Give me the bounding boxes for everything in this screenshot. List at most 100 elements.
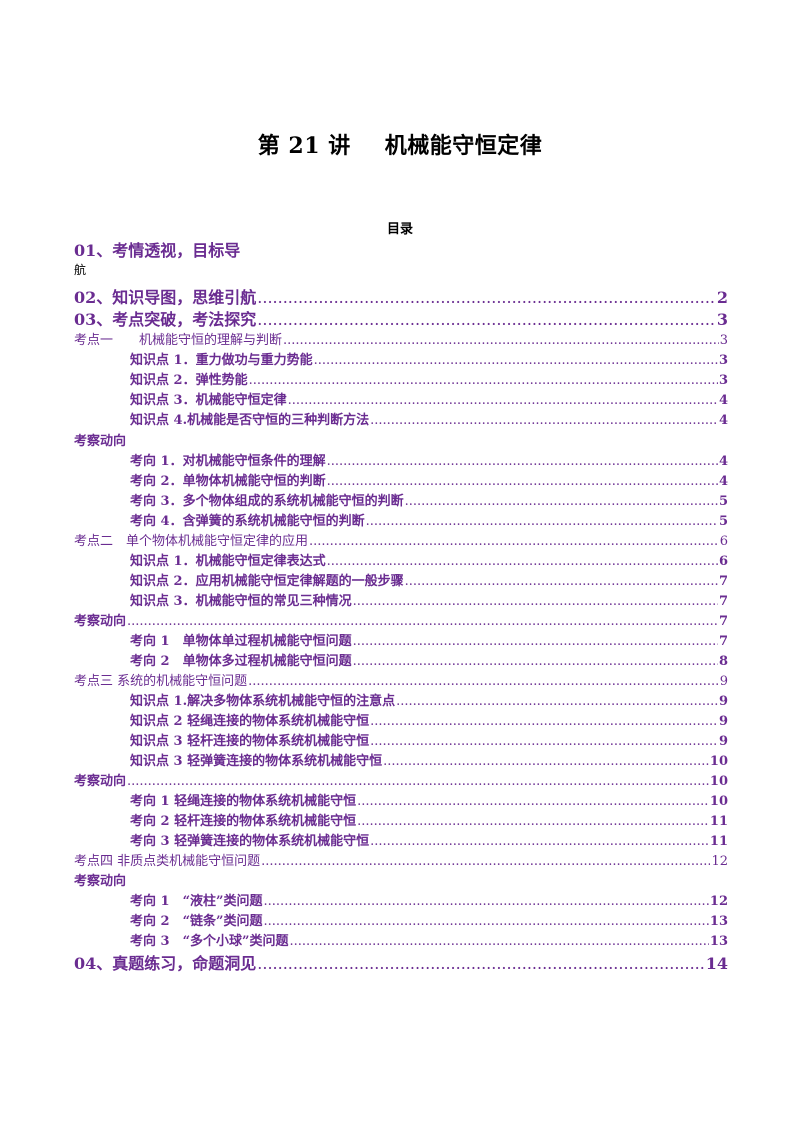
- toc-entry-knowledge[interactable]: 知识点 2 轻绳连接的物体系统机械能守恒 9: [130, 710, 728, 729]
- toc-entry-03[interactable]: 03、考点突破，考法探究 3: [74, 306, 728, 330]
- toc-entry-text: 考向 1 单物体单过程机械能守恒问题: [130, 634, 352, 649]
- toc-page-number: 10: [709, 754, 728, 769]
- toc-leader: [283, 333, 719, 348]
- toc-page-number: 12: [711, 854, 728, 869]
- toc-entry-knowledge[interactable]: 知识点 3．机械能守恒的常见三种情况 7: [130, 590, 728, 609]
- toc-entry-text: 考察动向: [74, 614, 127, 629]
- toc-entry-text: 考向 2 轻杆连接的物体系统机械能守恒: [130, 814, 357, 829]
- toc-leader: [383, 754, 709, 769]
- toc-entry-text: 知识点 3 轻弹簧连接的物体系统机械能守恒: [130, 754, 383, 769]
- lecture-number: 第 21 讲: [257, 133, 351, 159]
- toc-page-number: 14: [705, 954, 728, 973]
- toc-entry-direction[interactable]: 考向 1 单物体单过程机械能守恒问题 7: [130, 630, 728, 649]
- toc-entry-knowledge[interactable]: 知识点 4.机械能是否守恒的三种判断方法 4: [130, 409, 728, 428]
- toc-entry-text: 知识点 2．应用机械能守恒定律解题的一般步骤: [130, 574, 404, 589]
- toc-entry-direction[interactable]: 考向 3 轻弹簧连接的物体系统机械能守恒 11: [130, 830, 728, 849]
- toc-entry-direction[interactable]: 考向 1 轻绳连接的物体系统机械能守恒 10: [130, 790, 728, 809]
- toc-page-number: 13: [709, 914, 728, 929]
- toc-entry-text: 考向 1 “液柱”类问题: [130, 894, 263, 909]
- toc-leader: [257, 288, 716, 307]
- toc-entry-04[interactable]: 04、真题练习，命题洞见 14: [74, 950, 728, 974]
- toc-entry-text: 知识点 1.解决多物体系统机械能守恒的注意点: [130, 694, 396, 709]
- toc-entry-kaodian-1[interactable]: 考点一 机械能守恒的理解与判断 3: [74, 329, 728, 348]
- toc-page-number: 7: [718, 574, 728, 589]
- toc-entry-text: 知识点 2．弹性势能: [130, 373, 248, 388]
- toc-leader: [327, 474, 718, 489]
- toc-leader: [370, 714, 718, 729]
- toc-entry-knowledge[interactable]: 知识点 2．应用机械能守恒定律解题的一般步骤 7: [130, 570, 728, 589]
- toc-entry-knowledge[interactable]: 知识点 3 轻杆连接的物体系统机械能守恒 9: [130, 730, 728, 749]
- toc-leader: [249, 373, 718, 388]
- toc-page-number: 6: [718, 554, 728, 569]
- toc-leader: [357, 794, 709, 809]
- toc-entry-text: 考向 2．单物体机械能守恒的判断: [130, 474, 326, 489]
- toc-entry-knowledge[interactable]: 知识点 3 轻弹簧连接的物体系统机械能守恒 10: [130, 750, 728, 769]
- toc-leader: [327, 554, 718, 569]
- toc-entry-text: 知识点 3．机械能守恒定律: [130, 393, 287, 408]
- toc-page-number: 4: [718, 474, 728, 489]
- toc-entry-knowledge[interactable]: 知识点 3．机械能守恒定律 4: [130, 389, 728, 408]
- toc-entry-direction[interactable]: 考向 2 轻杆连接的物体系统机械能守恒 11: [130, 810, 728, 829]
- toc-entry-direction[interactable]: 考向 4．含弹簧的系统机械能守恒的判断 5: [130, 510, 728, 529]
- toc-entry-direction[interactable]: 考向 3．多个物体组成的系统机械能守恒的判断 5: [130, 490, 728, 509]
- toc-page-number: 13: [709, 934, 728, 949]
- toc-entry-direction[interactable]: 考向 2．单物体机械能守恒的判断 4: [130, 470, 728, 489]
- toc-entry-kaodian-2[interactable]: 考点二 单个物体机械能守恒定律的应用 6: [74, 530, 728, 549]
- toc-entry-kaocha[interactable]: 考察动向 10: [74, 770, 728, 789]
- toc-page-number: 7: [718, 634, 728, 649]
- toc-entry-text: 考向 1 轻绳连接的物体系统机械能守恒: [130, 794, 357, 809]
- toc-page-number: 6: [719, 534, 728, 549]
- toc-page-number: 7: [718, 594, 728, 609]
- toc-entry-direction[interactable]: 考向 2 “链条”类问题 13: [130, 910, 728, 929]
- toc-page-number: 4: [718, 413, 728, 428]
- lecture-topic: 机械能守恒定律: [384, 133, 543, 159]
- toc-entry-text: 02、知识导图，思维引航: [74, 288, 257, 307]
- toc-leader: [396, 694, 718, 709]
- toc-entry-direction[interactable]: 考向 1 “液柱”类问题 12: [130, 890, 728, 909]
- toc-entry-text: 考察动向: [74, 874, 127, 889]
- toc-entry-kaodian-3[interactable]: 考点三 系统的机械能守恒问题 9: [74, 670, 728, 689]
- toc-page-number: 5: [718, 494, 728, 509]
- toc-entry-direction[interactable]: 考向 2 单物体多过程机械能守恒问题 8: [130, 650, 728, 669]
- toc-entry-kaocha[interactable]: 考察动向: [74, 430, 728, 449]
- toc-entry-knowledge[interactable]: 知识点 1．重力做功与重力势能 3: [130, 349, 728, 368]
- toc-entry-kaocha[interactable]: 考察动向 7: [74, 610, 728, 629]
- toc-entry-02[interactable]: 02、知识导图，思维引航 2: [74, 284, 728, 308]
- toc-leader: [405, 494, 718, 509]
- toc-entry-text: 考向 3 轻弹簧连接的物体系统机械能守恒: [130, 834, 370, 849]
- toc-entry-text: 考察动向: [74, 774, 127, 789]
- toc-leader: [290, 934, 709, 949]
- toc-leader: [257, 310, 716, 329]
- toc-entry-text: 考向 2 单物体多过程机械能守恒问题: [130, 654, 352, 669]
- toc-leader: [127, 774, 709, 789]
- toc-entry-direction[interactable]: 考向 3 “多个小球”类问题 13: [130, 930, 728, 949]
- toc-entry-text: 考点四 非质点类机械能守恒问题: [74, 854, 261, 869]
- toc-entry-knowledge[interactable]: 知识点 1．机械能守恒定律表达式 6: [130, 550, 728, 569]
- toc-leader: [288, 393, 718, 408]
- toc-entry-text: 04、真题练习，命题洞见: [74, 954, 257, 973]
- toc-entry-text: 考点二 单个物体机械能守恒定律的应用: [74, 534, 309, 549]
- toc-page-number: 11: [709, 814, 728, 829]
- toc-entry-text: 01、考情透视，目标导: [74, 241, 241, 260]
- toc-leader: [261, 854, 710, 869]
- toc-page-number: 3: [719, 333, 728, 348]
- toc-entry-text: 考向 1．对机械能守恒条件的理解: [130, 454, 326, 469]
- toc-entry-direction[interactable]: 考向 1．对机械能守恒条件的理解 4: [130, 450, 728, 469]
- toc-entry-kaocha[interactable]: 考察动向: [74, 870, 728, 889]
- toc-leader: [314, 353, 718, 368]
- toc-entry-knowledge[interactable]: 知识点 1.解决多物体系统机械能守恒的注意点 9: [130, 690, 728, 709]
- toc-leader: [353, 594, 718, 609]
- toc-entry-01[interactable]: 01、考情透视，目标导: [74, 237, 728, 261]
- toc-page-number: 3: [718, 353, 728, 368]
- toc-entry-knowledge[interactable]: 知识点 2．弹性势能 3: [130, 369, 728, 388]
- document-title: 第 21 讲 机械能守恒定律: [0, 128, 800, 160]
- toc-leader: [370, 734, 718, 749]
- toc-page-number: 3: [718, 373, 728, 388]
- toc-leader: [127, 614, 718, 629]
- toc-leader: [327, 454, 718, 469]
- toc-entry-kaodian-4[interactable]: 考点四 非质点类机械能守恒问题 12: [74, 850, 728, 869]
- toc-leader: [405, 574, 718, 589]
- toc-leader: [353, 634, 718, 649]
- toc-entry-text: 考点一 机械能守恒的理解与判断: [74, 333, 283, 348]
- toc-leader: [370, 834, 709, 849]
